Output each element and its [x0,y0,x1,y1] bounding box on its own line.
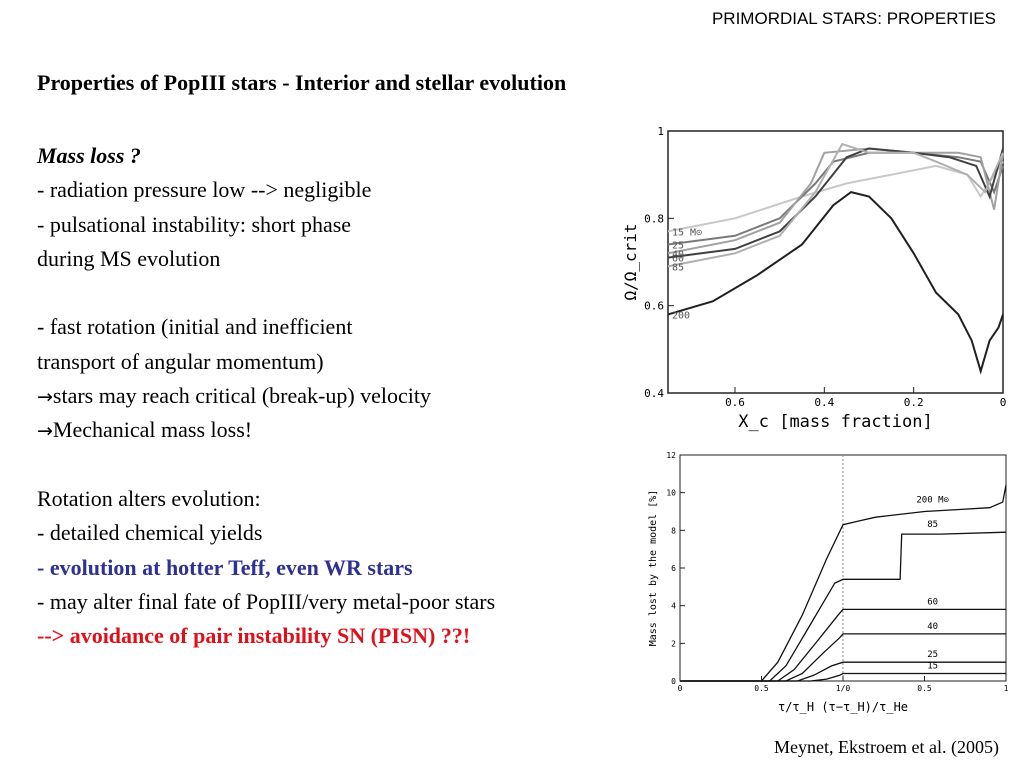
series-label-0: 15 M⊙ [672,227,702,238]
x-tick-label: 0.5 [917,684,932,693]
x-axis-label: τ/τ_H (τ−τ_H)/τ_He [778,700,908,714]
blank-line [37,448,627,482]
y-tick-label: 8 [671,526,676,535]
arrow-line-mechanical: →Mechanical mass loss! [37,413,627,447]
y-axis-label: Mass lost by the model [%] [648,490,659,647]
x-tick-label: 0 [678,684,683,693]
omega-ratio-figure: 15 M⊙ 25 40 60 85 200 0.6 0.4 0.2 0 0.4 0.6 0.8 1 X_c … [618,123,1010,433]
y-tick-label: 6 [671,564,676,573]
x-axis-label: X_c [mass fraction] [738,412,932,432]
bullet-hotter-teff: - evolution at hotter Teff, even WR star… [37,551,627,585]
bullet-radiation: - radiation pressure low --> negligible [37,177,372,203]
bullet-final-fate: - may alter final fate of PopIII/very me… [37,588,496,614]
bullet-fast-rotation-cont: transport of angular momentum) [37,348,324,374]
series-label-5: 200 [672,310,690,321]
series-label-1: 85 [927,520,938,530]
series-label-3: 40 [927,622,938,632]
y-tick-label: 12 [666,451,676,460]
series-label-2: 60 [927,597,938,607]
y-axis-label: Ω/Ω_crit [621,223,640,300]
series-line-4 [667,142,1004,268]
arrow-right-icon: → [37,386,53,409]
dash: - [37,554,50,580]
x-tick-label: 1/0 [836,684,851,693]
mass-loss-heading: Mass loss ? [37,143,141,168]
series-label-2: 40 [672,249,684,260]
y-tick-label: 2 [671,639,676,648]
series-label-4: 25 [927,650,938,660]
slide-header: PRIMORDIAL STARS: PROPERTIES [711,9,996,28]
series-line-1 [680,531,1007,682]
y-tick-label: 0.6 [644,300,664,313]
bullet-pulsational-cont: during MS evolution [37,245,221,271]
series-label-3: 60 [672,254,684,265]
series-label-0: 200 M⊙ [916,496,949,506]
x-tick-label: 0 [1000,396,1007,409]
x-tick-label: 0.2 [904,396,924,409]
x-tick-label: 0.6 [725,396,745,409]
y-tick-label: 10 [666,489,676,498]
slide-title: Properties of PopIII stars - Interior an… [37,70,567,95]
hotter-teff-text: evolution at hotter Teff, even WR stars [49,554,413,580]
x-tick-label: 0.5 [754,684,769,693]
y-tick-label: 0 [671,677,676,686]
series-line-1 [667,151,1004,246]
rotation-heading: Rotation alters evolution: [37,485,261,511]
y-tick-label: 1 [657,125,664,138]
mechanical-mass-loss-text: Mechanical mass loss! [52,417,253,443]
arrow-line-critical-velocity: →stars may reach critical (break-up) vel… [37,379,627,413]
y-tick-label: 0.8 [644,212,664,225]
citation: Meynet, Ekstroem et al. (2005) [774,737,999,757]
series-line-0 [680,484,1007,682]
y-tick-label: 4 [671,602,676,611]
bullet-chemical-yields: - detailed chemical yields [37,520,263,546]
pisn-line: --> avoidance of pair instability SN (PI… [37,623,471,649]
y-tick-label: 0.4 [644,387,664,400]
x-tick-label: 0.4 [814,396,834,409]
bullet-fast-rotation: - fast rotation (initial and inefficient [37,314,353,340]
plot-frame [667,130,1004,394]
series-line-5 [667,191,1004,375]
series-line-3 [667,147,1004,259]
arrow-right-icon: → [37,420,53,443]
bullet-pulsational: - pulsational instability: short phase [37,211,352,237]
series-label-5: 15 [927,661,938,671]
x-tick-label: 1 [1004,684,1009,693]
mass-lost-figure: 200 M⊙ 85 60 40 25 15 0 0.5 1/0 0.5 1 0 2 4 6 8 10 12 τ/τ_… [628,448,1014,723]
slide-body: Mass loss ? - radiation pressure low -->… [37,139,627,653]
series-label-4: 85 [672,262,684,273]
series-label-1: 25 [672,241,684,252]
blank-line [37,276,627,310]
critical-velocity-text: stars may reach critical (break-up) velo… [52,383,432,409]
series-line-5 [680,672,1006,682]
